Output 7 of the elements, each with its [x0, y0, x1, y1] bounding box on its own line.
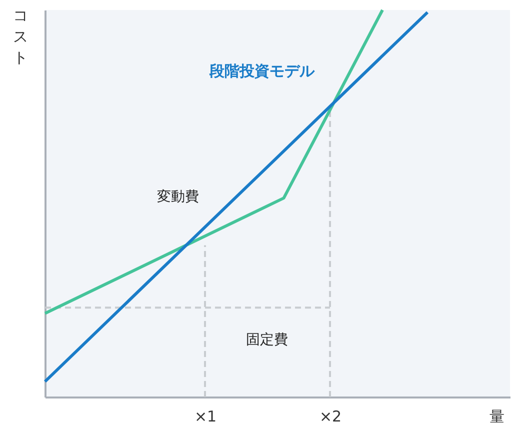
y-axis-title: コスト: [13, 6, 28, 66]
text: 段階投資モデル: [208, 62, 316, 80]
x-tick-label: ×1: [194, 408, 217, 426]
annotation: 変動費: [157, 189, 199, 205]
x-axis-title: 量: [490, 408, 504, 426]
x-tick-label: ×2: [319, 408, 342, 426]
annotation: 固定費: [246, 332, 288, 348]
